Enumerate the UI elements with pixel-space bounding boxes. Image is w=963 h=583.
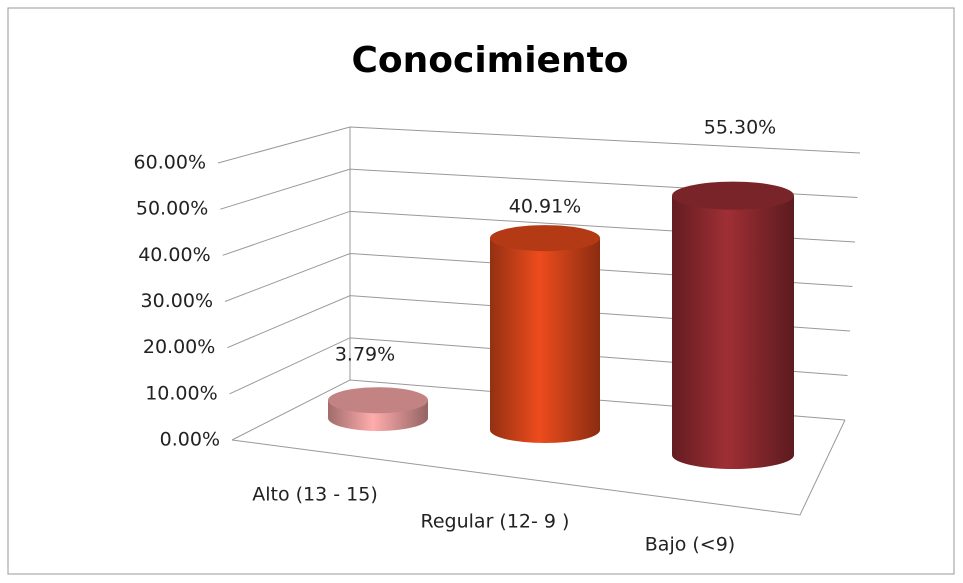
value-label: 40.91% (509, 196, 581, 218)
y-tick-label: 10.00% (145, 382, 217, 404)
y-tick-label: 40.00% (138, 244, 210, 266)
bar-top (328, 387, 428, 414)
y-tick-label: 50.00% (136, 198, 208, 220)
grid-line (217, 126, 861, 164)
x-tick-label: Alto (13 - 15) (252, 484, 378, 506)
y-tick-label: 30.00% (141, 290, 213, 312)
bar (490, 238, 600, 443)
chart-frame (7, 7, 955, 575)
bar-top (672, 181, 794, 210)
x-tick-label: Bajo (<9) (645, 534, 735, 556)
floor-edge (231, 419, 846, 516)
y-tick-label: 20.00% (143, 336, 215, 358)
bar-top (490, 225, 600, 252)
bar (672, 195, 794, 470)
y-tick-label: 0.00% (160, 429, 220, 451)
value-label: 3.79% (335, 344, 395, 366)
value-label: 55.30% (704, 117, 776, 139)
y-tick-label: 60.00% (134, 152, 206, 174)
x-tick-label: Regular (12- 9 ) (421, 511, 570, 533)
chart-title: Conocimiento (351, 40, 628, 81)
